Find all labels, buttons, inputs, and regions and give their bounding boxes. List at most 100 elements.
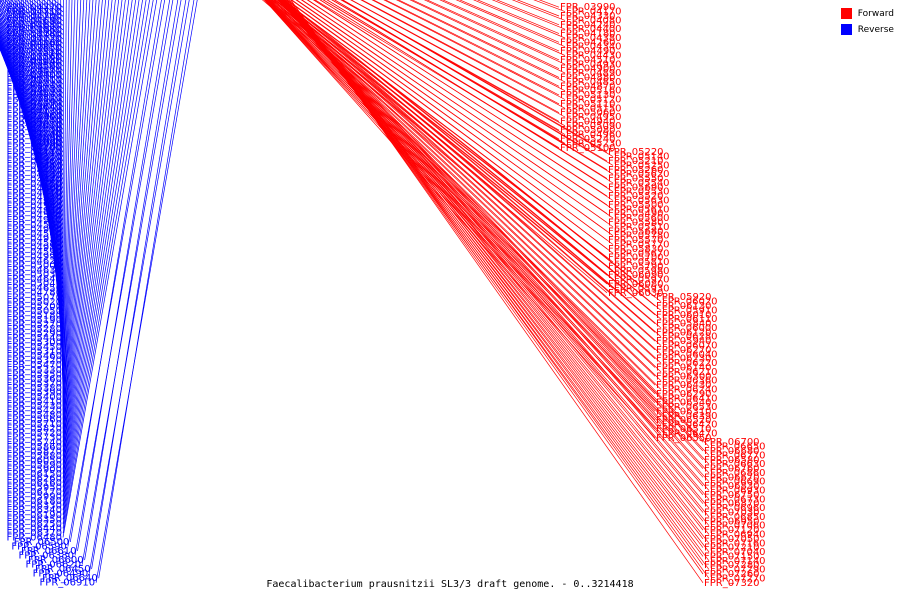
forward-gene-label: FPR_06390 (662, 411, 718, 422)
reverse-gene-label: FPR_04720 (6, 34, 62, 45)
legend-reverse-label: Reverse (857, 24, 894, 35)
gene-leader-line (279, 0, 710, 465)
forward-gene-label: FPR_05610 (614, 204, 670, 215)
reverse-gene-label: FPR_05330 (6, 365, 62, 376)
forward-gene-label: FPR_04900 (560, 64, 616, 75)
forward-gene-label: FPR_06950 (704, 516, 760, 527)
forward-gene-label: FPR_06020 (662, 297, 718, 308)
gene-leader-line (423, 0, 566, 65)
gene-leader-line (307, 0, 614, 201)
reverse-gene-label: FPR_05560 (6, 415, 62, 426)
gene-leader-line (57, 0, 64, 398)
gene-leader-line (276, 0, 662, 329)
reverse-gene-label: FPR_04050 (6, 134, 62, 145)
reverse-gene-label: FPR_05950 (6, 483, 62, 494)
forward-gene-label: FPR_06080 (608, 279, 664, 290)
reverse-gene-label: FPR_04500 (6, 184, 62, 195)
reverse-gene-label: FPR_04730 (6, 170, 62, 181)
gene-leader-line (384, 0, 560, 87)
gene-leader-line (62, 0, 79, 429)
reverse-gene-label: FPR_04440 (6, 161, 62, 172)
forward-gene-label: FPR_06010 (656, 310, 712, 321)
forward-gene-label: FPR_05630 (614, 196, 670, 207)
gene-leader-line (0, 2, 64, 76)
forward-gene-label: FPR_06650 (710, 442, 766, 453)
forward-gene-label: FPR_05220 (608, 147, 664, 158)
gene-leader-line (409, 0, 566, 74)
reverse-gene-label: FPR_06450 (35, 564, 91, 575)
forward-gene-label: FPR_05090 (566, 121, 622, 132)
reverse-gene-label: FPR_06600 (28, 555, 84, 566)
gene-leader-line (279, 0, 656, 307)
forward-gene-label: FPR_04870 (560, 81, 616, 92)
forward-gene-label: FPR_05910 (662, 305, 718, 316)
gene-leader-line (271, 0, 614, 272)
forward-gene-label: FPR_05780 (614, 231, 670, 242)
gene-leader-line (283, 0, 710, 526)
gene-leader-line (62, 0, 67, 411)
forward-gene-label: FPR_05810 (614, 257, 670, 268)
forward-gene-label: FPR_05700 (608, 253, 664, 264)
forward-gene-label: FPR_04330 (560, 11, 616, 22)
gene-leader-line (372, 0, 560, 96)
forward-gene-label: FPR_06140 (656, 363, 712, 374)
gene-leader-line (1, 0, 64, 67)
forward-gene-label: FPR_06110 (662, 314, 718, 325)
gene-leader-line (62, 0, 126, 497)
forward-gene-label: FPR_07280 (704, 560, 760, 571)
reverse-gene-label: FPR_05870 (6, 446, 62, 457)
reverse-gene-labels: FPR_04770FPR_04710FPR_04700FPR_04690FPR_… (6, 2, 97, 588)
forward-gene-label: FPR_05540 (614, 178, 670, 189)
gene-leader-line (263, 0, 656, 430)
gene-leader-line (0, 10, 64, 90)
forward-gene-label: FPR_04080 (566, 15, 622, 26)
gene-leader-line (282, 0, 656, 298)
forward-gene-label: FPR_06830 (704, 481, 760, 492)
gene-leader-line (277, 0, 704, 461)
reverse-gene-label: FPR_06480 (6, 532, 62, 543)
reverse-gene-label: FPR_03510 (6, 48, 62, 59)
forward-gene-label: FPR_05770 (614, 240, 670, 251)
gene-leader-line (383, 0, 566, 92)
reverse-gene-label: FPR_04100 (6, 143, 62, 154)
gene-leader-line (326, 0, 614, 175)
forward-gene-label: FPR_05680 (608, 226, 664, 237)
gene-leader-line (62, 0, 94, 452)
reverse-gene-label: FPR_04990 (6, 252, 62, 263)
reverse-gene-label: FPR_04620 (6, 256, 62, 267)
forward-gene-label: FPR_06760 (704, 464, 760, 475)
gene-leader-line (62, 0, 100, 461)
gene-leader-line (62, 0, 116, 484)
forward-gene-label: FPR_07270 (710, 573, 766, 584)
forward-gene-label: FPR_04960 (566, 130, 622, 141)
forward-gene-label: FPR_04880 (560, 73, 616, 84)
gene-leader-line (69, 0, 162, 543)
reverse-gene-label: FPR_04020 (6, 120, 62, 131)
gene-leader-line (280, 0, 710, 491)
forward-gene-label: FPR_05830 (608, 244, 664, 255)
reverse-gene-label: FPR_04560 (6, 220, 62, 231)
gene-leader-line (301, 0, 614, 210)
gene-leader-line (46, 0, 64, 379)
forward-gene-label: FPR_06940 (710, 530, 766, 541)
gene-leader-line (279, 0, 710, 456)
forward-gene-label: FPR_05940 (656, 336, 712, 347)
gene-leader-line (36, 0, 64, 361)
reverse-gene-label: FPR_05410 (6, 397, 62, 408)
reverse-gene-label: FPR_04350 (6, 152, 62, 163)
reverse-gene-label: FPR_04710 (6, 7, 62, 18)
gene-leader-line (62, 0, 70, 416)
forward-gene-label: FPR_07150 (704, 551, 760, 562)
legend: Forward Reverse (840, 8, 894, 40)
gene-leader-line (350, 0, 560, 114)
reverse-gene-label: FPR_05360 (6, 374, 62, 385)
forward-gene-label: FPR_04850 (566, 77, 622, 88)
gene-leader-line (32, 0, 64, 352)
reverse-gene-label: FPR_03400 (6, 70, 62, 81)
gene-leader-line (62, 0, 143, 520)
gene-leader-line (88, 0, 190, 574)
gene-leader-line (342, 0, 614, 157)
forward-gene-label: FPR_05970 (614, 275, 670, 286)
reverse-gene-label: FPR_03520 (6, 88, 62, 99)
reverse-gene-label: FPR_03560 (6, 52, 62, 63)
